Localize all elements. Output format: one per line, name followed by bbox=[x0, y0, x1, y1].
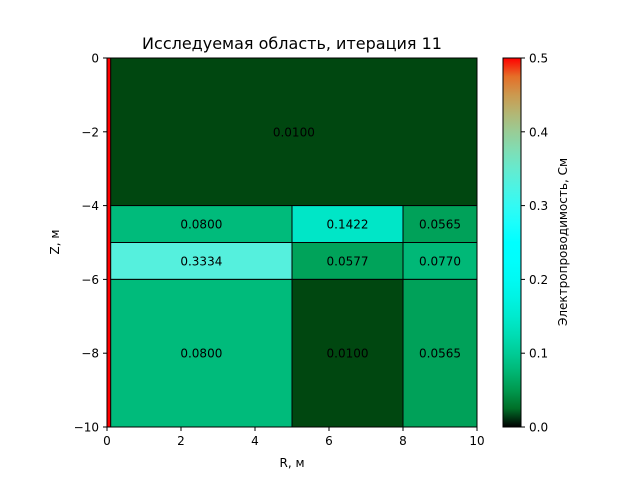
x-axis-label: R, м bbox=[279, 456, 304, 470]
cell-value-label: 0.0100 bbox=[327, 347, 369, 361]
cell-value-label: 0.0800 bbox=[180, 218, 222, 232]
y-tick-label: −10 bbox=[74, 421, 99, 435]
cell-value-label: 0.0770 bbox=[419, 254, 461, 268]
colorbar-label: Электропроводимость, См bbox=[556, 158, 570, 326]
x-tick-label: 2 bbox=[177, 434, 185, 448]
cell-value-label: 0.3334 bbox=[180, 254, 222, 268]
heatmap-cell bbox=[291, 205, 404, 244]
x-tick-label: 4 bbox=[251, 434, 259, 448]
colorbar: 0.0 0.1 0.2 0.3 0.4 0.5 bbox=[502, 52, 548, 435]
colorbar-tick-label: 0.2 bbox=[529, 273, 548, 287]
colorbar-tick-label: 0.1 bbox=[529, 347, 548, 361]
x-tick-label: 8 bbox=[399, 434, 407, 448]
y-tick-label: 0 bbox=[91, 52, 99, 66]
chart-title: Исследуемая область, итерация 11 bbox=[142, 34, 442, 53]
cell-value-label: 0.0565 bbox=[419, 218, 461, 232]
x-tick-label: 0 bbox=[103, 434, 111, 448]
heatmap-cell bbox=[402, 278, 478, 428]
well-cell bbox=[106, 57, 112, 428]
colorbar-tick-label: 0.4 bbox=[529, 125, 548, 139]
y-tick-label: −2 bbox=[81, 125, 99, 139]
colorbar-tick-label: 0.0 bbox=[529, 421, 548, 435]
plot-area: 0.0100 0.0800 0.1422 0.0565 0.3334 0.0577 0.07… bbox=[74, 52, 485, 449]
cell-value-label: 0.0800 bbox=[180, 347, 222, 361]
heatmap-cell bbox=[110, 278, 293, 428]
y-tick-label: −4 bbox=[81, 199, 99, 213]
colorbar-tick-label: 0.3 bbox=[529, 199, 548, 213]
cell-value-label: 0.0565 bbox=[419, 347, 461, 361]
y-axis-label: Z, м bbox=[48, 230, 62, 255]
cell-value-label: 0.0100 bbox=[273, 125, 315, 139]
axes-frame bbox=[106, 57, 478, 428]
heatmap-cell bbox=[110, 57, 478, 207]
x-tick-label: 6 bbox=[325, 434, 333, 448]
cell-value-label: 0.0577 bbox=[327, 254, 369, 268]
cell-value-label: 0.1422 bbox=[327, 218, 369, 232]
heatmap-cell bbox=[291, 242, 404, 280]
heatmap-cell bbox=[110, 205, 293, 244]
colorbar-gradient bbox=[502, 57, 522, 428]
x-tick-label: 10 bbox=[469, 434, 484, 448]
y-tick-label: −8 bbox=[81, 347, 99, 361]
y-tick-label: −6 bbox=[81, 273, 99, 287]
colorbar-tick-label: 0.5 bbox=[529, 52, 548, 66]
